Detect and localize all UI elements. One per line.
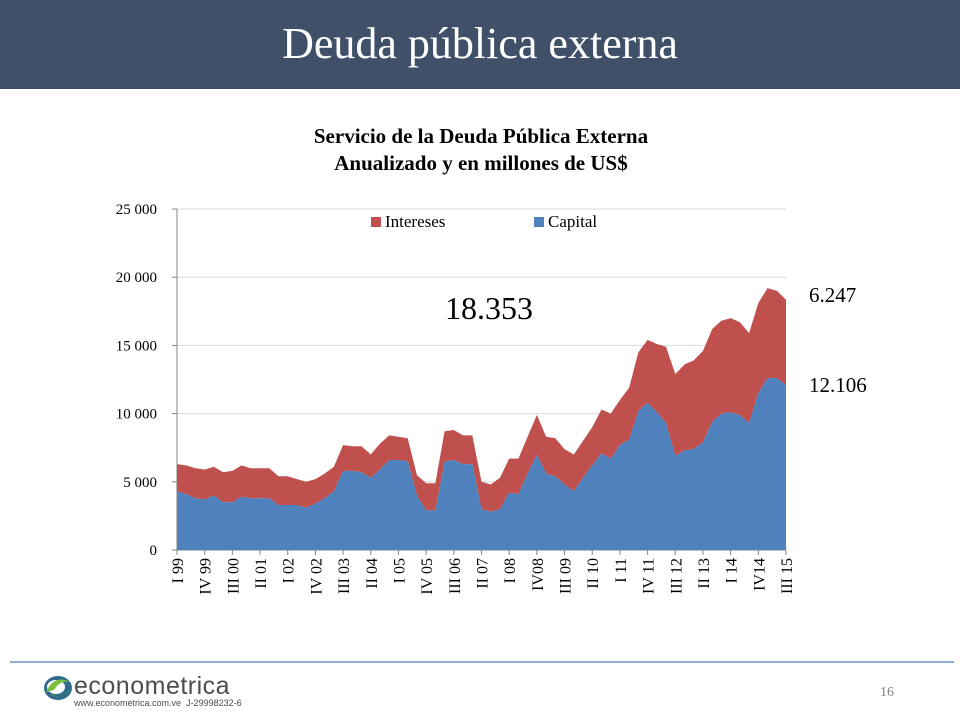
logo-name: econometrica xyxy=(74,672,231,700)
chart-title: Servicio de la Deuda Pública Externa xyxy=(313,124,649,148)
x-tick-label: I 08 xyxy=(502,558,519,583)
econometrica-logo-icon xyxy=(44,676,72,700)
x-tick-label: IV 02 xyxy=(308,558,325,595)
logo-url: www.econometrica.com.ve J-29998232-6 xyxy=(74,698,242,708)
chart-title-block: Servicio de la Deuda Pública Externa Anu… xyxy=(176,123,786,177)
legend-swatch-capital xyxy=(534,217,544,227)
x-tick-label: IV 99 xyxy=(198,558,215,595)
annotation-total: 18.353 xyxy=(445,290,533,326)
y-tick-label: 15 000 xyxy=(116,338,157,354)
x-tick-label: II 10 xyxy=(585,558,602,589)
y-tick-label: 0 xyxy=(150,543,158,559)
x-tick-label: IV 11 xyxy=(641,558,658,594)
x-tick-label: III 03 xyxy=(336,558,353,594)
x-tick-label: II 07 xyxy=(475,558,492,589)
x-tick-label: III 12 xyxy=(668,558,685,594)
logo-rif: J-29998232-6 xyxy=(186,698,242,708)
y-tick-label: 25 000 xyxy=(116,202,157,218)
x-tick-label: I 99 xyxy=(170,558,187,583)
logo-website: www.econometrica.com.ve xyxy=(74,698,182,708)
y-tick-label: 20 000 xyxy=(116,270,157,286)
y-tick-label: 10 000 xyxy=(116,407,157,423)
series-intereses-area xyxy=(177,288,786,512)
x-tick-label: IV08 xyxy=(530,558,547,591)
footer-divider xyxy=(10,661,954,663)
x-tick-label: III 09 xyxy=(558,558,575,594)
legend-label-capital: Capital xyxy=(548,212,597,231)
x-tick-label: II 13 xyxy=(696,558,713,589)
series-capital-area xyxy=(177,378,786,550)
x-tick-label: III 15 xyxy=(779,558,796,594)
x-tick-label: IV 05 xyxy=(419,558,436,595)
x-tick-label: I 02 xyxy=(281,558,298,583)
x-tick-label: I 11 xyxy=(613,558,630,583)
slide-title: Deuda pública externa xyxy=(282,19,678,68)
x-tick-label: II 04 xyxy=(364,558,381,589)
x-tick-label: III 06 xyxy=(447,558,464,594)
slide-header: Deuda pública externa xyxy=(0,0,960,89)
x-tick-label: II 01 xyxy=(253,558,270,589)
x-tick-label: I 05 xyxy=(391,558,408,583)
x-tick-label: III 00 xyxy=(225,558,242,594)
x-tick-label: I 14 xyxy=(724,558,741,583)
chart-subtitle: Anualizado y en millones de US$ xyxy=(334,151,628,175)
legend-swatch-intereses xyxy=(371,217,381,227)
annotation-intereses: 6.247 xyxy=(809,283,856,307)
annotation-capital: 12.106 xyxy=(809,373,867,397)
x-tick-label: IV14 xyxy=(751,558,768,591)
area-chart: 0 5 000 10 000 15 000 20 000 25 000 I 99 IV 99 I… xyxy=(116,202,867,595)
page-number: 16 xyxy=(880,685,894,700)
legend-label-intereses: Intereses xyxy=(385,212,445,231)
y-tick-label: 5 000 xyxy=(123,475,157,491)
